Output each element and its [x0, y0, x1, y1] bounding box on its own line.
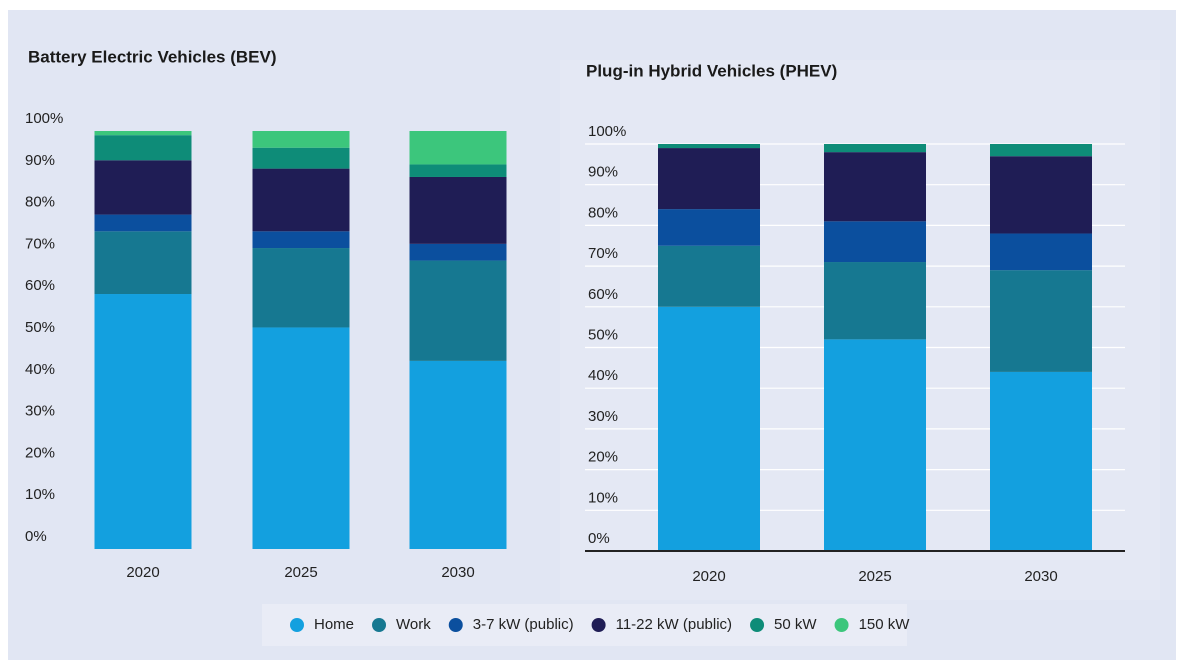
bar-segment [658, 245, 760, 307]
legend-label: 50 kW [774, 616, 817, 633]
bar-segment [409, 360, 507, 549]
bar-segment [990, 371, 1092, 551]
x-tick-label: 2030 [441, 564, 474, 581]
legend-swatch [372, 618, 387, 632]
y-tick-label: 70% [25, 235, 55, 252]
bar-segment [409, 176, 507, 244]
bar-segment [94, 214, 192, 232]
y-tick-label: 50% [588, 326, 618, 343]
legend-label: Work [396, 616, 431, 633]
bar-segment [252, 231, 350, 249]
bar-segment [94, 294, 192, 549]
bar-segment [990, 233, 1092, 271]
x-tick-label: 2020 [126, 564, 159, 581]
bar-segment [824, 339, 926, 551]
bar-segment [824, 262, 926, 340]
bar-segment [990, 270, 1092, 372]
legend-swatch [834, 618, 849, 632]
bar-segment [990, 156, 1092, 234]
bar-segment [658, 209, 760, 246]
x-tick-label: 2025 [858, 568, 891, 585]
legend-label: 11-22 kW (public) [616, 616, 732, 633]
chart-title: Plug-in Hybrid Vehicles (PHEV) [586, 61, 837, 80]
bar-segment [94, 131, 192, 136]
bar-segment [824, 152, 926, 222]
bar-segment [409, 131, 507, 165]
y-tick-label: 20% [588, 449, 618, 466]
y-tick-label: 30% [588, 408, 618, 425]
bar-segment [658, 144, 760, 149]
bar-segment [252, 327, 350, 549]
bar-segment [824, 221, 926, 263]
y-tick-label: 10% [588, 489, 618, 506]
legend-swatch [750, 618, 765, 632]
chart-title: Battery Electric Vehicles (BEV) [28, 47, 277, 66]
x-tick-label: 2020 [692, 568, 725, 585]
legend-swatch [290, 618, 304, 632]
y-tick-label: 70% [588, 245, 618, 262]
legend-swatch [448, 618, 463, 632]
legend-label: 150 kW [859, 616, 911, 633]
bar-segment [94, 160, 192, 215]
bar-segment [94, 231, 192, 295]
y-tick-label: 60% [25, 277, 55, 294]
bar-segment [252, 147, 350, 169]
y-tick-label: 90% [25, 152, 55, 169]
y-tick-label: 40% [588, 367, 618, 384]
y-tick-label: 0% [25, 528, 47, 545]
x-tick-label: 2030 [1024, 568, 1057, 585]
legend-label: Home [314, 616, 354, 633]
y-tick-label: 60% [588, 286, 618, 303]
y-tick-label: 0% [588, 530, 610, 547]
bar-segment [990, 144, 1092, 157]
y-tick-label: 50% [25, 319, 55, 336]
legend-box [262, 604, 907, 646]
y-tick-label: 100% [25, 110, 63, 127]
legend-swatch [591, 618, 606, 632]
bar-segment [658, 306, 760, 551]
y-tick-label: 90% [588, 164, 618, 181]
y-tick-label: 10% [25, 486, 55, 503]
bar-segment [824, 144, 926, 153]
bar-segment [409, 243, 507, 261]
y-tick-label: 20% [25, 444, 55, 461]
y-tick-label: 80% [588, 204, 618, 221]
y-tick-label: 100% [588, 123, 626, 140]
bar-segment [252, 168, 350, 232]
y-tick-label: 30% [25, 403, 55, 420]
bar-segment [409, 260, 507, 361]
bar-segment [94, 135, 192, 161]
bar-segment [252, 248, 350, 328]
y-tick-label: 80% [25, 194, 55, 211]
legend-label: 3-7 kW (public) [473, 616, 574, 633]
bar-segment [409, 164, 507, 177]
bar-segment [252, 131, 350, 148]
bar-segment [658, 148, 760, 210]
x-tick-label: 2025 [284, 564, 317, 581]
y-tick-label: 40% [25, 361, 55, 378]
